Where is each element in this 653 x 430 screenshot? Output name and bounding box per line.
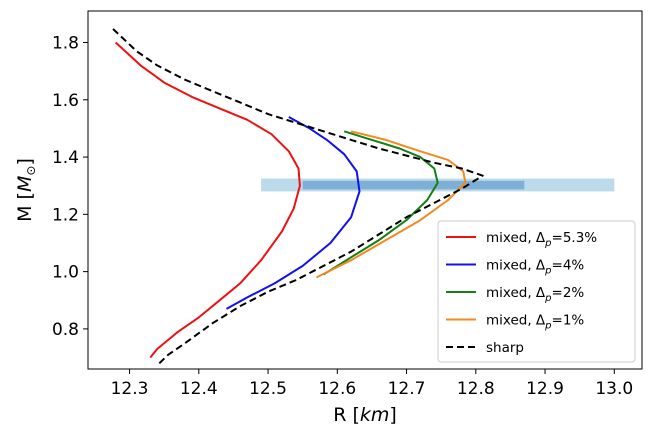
legend-box [437,220,636,363]
series-lines [111,27,484,365]
y-tick-label: 1.0 [52,263,79,283]
band-1 [302,180,525,190]
series-line-3 [316,130,467,279]
legend-entry-4: sharp [486,340,524,356]
x-tick-label: 13.0 [595,379,633,399]
y-tick-label: 0.8 [52,320,79,340]
observation-bands [261,178,615,192]
series-line-2 [322,130,439,276]
series-line-0 [115,41,301,359]
x-tick-label: 12.8 [457,379,495,399]
legend: mixed, Δp=5.3% mixed, Δp=4% mixed, Δp=2% mi… [437,220,636,363]
x-tick-label: 12.6 [318,379,356,399]
y-axis-ticks: 0.8 1.0 1.2 1.4 1.6 1.8 [52,34,88,340]
series-line-4 [111,27,484,365]
x-axis-label: R [km] [333,404,397,426]
x-tick-label: 12.7 [388,379,426,399]
plot-frame [87,10,643,370]
legend-entry-3: mixed, Δp=1% [486,313,584,332]
x-tick-label: 12.4 [180,379,218,399]
x-tick-label: 12.5 [249,379,287,399]
y-tick-label: 1.2 [52,205,79,225]
y-tick-label: 1.4 [52,148,79,168]
x-tick-label: 12.3 [111,379,149,399]
y-tick-label: 1.8 [52,34,79,54]
x-axis-ticks: 12.3 12.4 12.5 12.6 12.7 12.8 12.9 13.0 [111,369,633,399]
y-axis-label: M [M⊙] [14,158,38,222]
legend-entry-2: mixed, Δp=2% [486,285,584,304]
legend-entry-1: mixed, Δp=4% [486,258,584,277]
y-tick-label: 1.6 [52,91,79,111]
series-line-1 [226,116,361,310]
legend-entry-0: mixed, Δp=5.3% [486,230,597,249]
x-tick-label: 12.9 [526,379,564,399]
